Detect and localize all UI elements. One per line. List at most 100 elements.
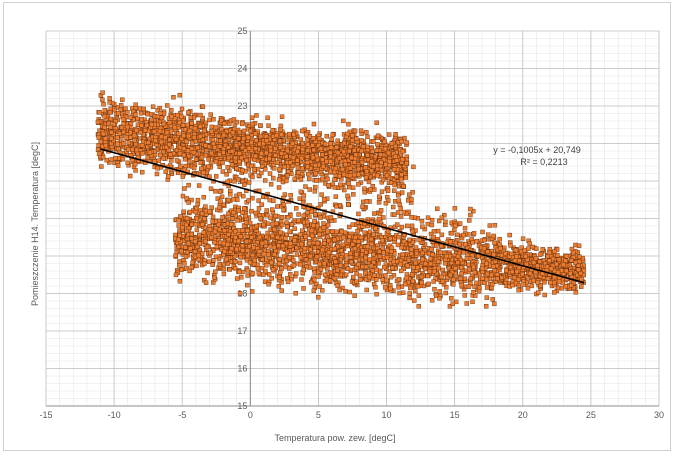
data-point [354, 136, 359, 142]
data-point [178, 214, 183, 219]
data-point [419, 280, 424, 285]
data-point [515, 277, 521, 282]
data-point [137, 106, 143, 111]
data-point [423, 261, 428, 267]
data-point [221, 150, 226, 155]
data-point [251, 245, 256, 250]
data-point [239, 155, 244, 161]
data-point [180, 225, 185, 230]
data-point [395, 167, 400, 172]
data-point [188, 115, 194, 120]
data-point [182, 261, 187, 266]
data-point [196, 183, 202, 188]
data-point [386, 198, 391, 203]
data-point [244, 234, 250, 239]
x-tick-label: -10 [108, 410, 121, 420]
data-point [487, 223, 493, 228]
data-point [172, 124, 178, 130]
data-point [325, 234, 330, 240]
data-point [237, 129, 242, 135]
data-point [270, 127, 275, 133]
data-point [258, 133, 264, 139]
data-point [305, 210, 310, 215]
data-point [352, 246, 358, 251]
data-point [498, 246, 503, 251]
data-point [245, 282, 250, 288]
data-point [309, 233, 315, 239]
data-point [268, 147, 273, 153]
data-point [492, 301, 497, 307]
data-point [435, 206, 440, 211]
data-point [226, 155, 231, 161]
data-point [568, 282, 574, 288]
data-point [563, 258, 568, 263]
data-point [263, 243, 269, 249]
data-point [301, 267, 307, 273]
data-point [516, 287, 521, 293]
data-point [576, 243, 582, 248]
data-point [365, 144, 370, 150]
data-point [211, 240, 217, 245]
data-point [226, 211, 231, 216]
data-point [380, 277, 385, 282]
data-point [278, 127, 283, 132]
data-point [373, 284, 378, 290]
data-point [517, 258, 522, 263]
data-point [343, 162, 348, 167]
x-tick-label: 15 [450, 410, 460, 420]
data-point [161, 156, 166, 161]
data-point [237, 151, 242, 156]
data-point [328, 150, 333, 156]
data-point [343, 272, 349, 278]
data-point [358, 128, 364, 133]
data-point [232, 259, 238, 264]
data-point [209, 124, 215, 130]
chart-frame: -15-10-505101520253015161718192021222324… [3, 2, 671, 451]
data-point [329, 137, 334, 142]
data-point [334, 272, 340, 277]
data-point [318, 146, 324, 151]
data-point [183, 157, 188, 162]
data-point [470, 240, 475, 245]
data-point [159, 139, 164, 145]
data-point [249, 140, 254, 145]
data-point [254, 113, 259, 118]
data-point [283, 241, 289, 246]
data-point [149, 117, 154, 123]
data-point [186, 133, 191, 139]
data-point [339, 248, 344, 253]
data-point [192, 239, 198, 244]
data-point [222, 228, 227, 233]
data-point [289, 276, 294, 282]
data-point [278, 145, 283, 150]
data-point [158, 152, 163, 158]
data-point [407, 295, 412, 301]
data-point [448, 239, 453, 245]
data-point [400, 156, 405, 162]
data-point [525, 285, 531, 291]
data-point [427, 269, 433, 274]
data-point [265, 115, 270, 121]
data-point [401, 239, 407, 244]
data-point [197, 134, 203, 139]
data-point [443, 219, 448, 225]
data-point [177, 151, 183, 156]
data-point [345, 266, 351, 271]
data-point [210, 137, 216, 142]
data-point [527, 241, 533, 247]
data-point [167, 137, 172, 143]
data-point [484, 295, 490, 300]
data-point [404, 140, 410, 145]
data-point [254, 223, 259, 229]
data-point [126, 147, 131, 152]
data-point [214, 147, 220, 152]
data-point [217, 262, 222, 267]
data-point [207, 227, 213, 232]
data-point [193, 222, 199, 227]
data-point [443, 290, 448, 296]
data-point [216, 256, 222, 262]
data-point [273, 213, 278, 219]
data-point [577, 254, 582, 259]
data-point [221, 266, 227, 272]
data-point [371, 252, 376, 257]
